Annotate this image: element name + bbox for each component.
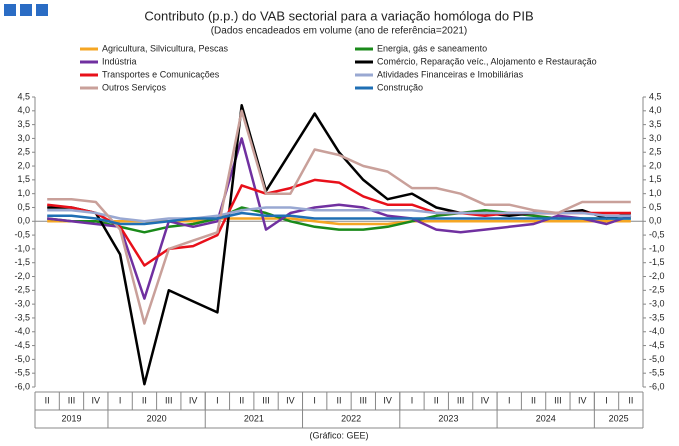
logo-square: [4, 4, 16, 16]
y2-tick-label: 4,5: [649, 91, 662, 101]
legend-label: Construção: [377, 82, 423, 92]
year-label: 2019: [61, 413, 81, 423]
y-tick-label: -1,0: [14, 243, 30, 253]
year-label: 2025: [609, 413, 629, 423]
x-tick-label: III: [68, 395, 76, 405]
y-tick-label: -5,0: [14, 354, 30, 364]
legend-label: Indústria: [102, 56, 137, 66]
y-tick-label: 2,0: [17, 160, 30, 170]
x-tick-label: I: [411, 395, 414, 405]
x-tick-label: I: [508, 395, 511, 405]
chart-title: Contributo (p.p.) do VAB sectorial para …: [144, 8, 533, 23]
y-tick-label: 1,0: [17, 188, 30, 198]
legend-label: Energia, gás e saneamento: [377, 43, 487, 53]
chart-subtitle: (Dados encadeados em volume (ano de refe…: [211, 26, 468, 37]
year-label: 2020: [147, 413, 167, 423]
x-tick-label: II: [45, 395, 50, 405]
legend-label: Outros Serviços: [102, 82, 167, 92]
y-tick-label: -2,5: [14, 285, 30, 295]
series-line: [47, 137, 632, 300]
y2-tick-label: -3,5: [649, 312, 665, 322]
x-tick-label: I: [119, 395, 122, 405]
x-tick-label: IV: [189, 395, 198, 405]
y2-tick-label: 3,0: [649, 133, 662, 143]
x-tick-label: II: [434, 395, 439, 405]
y-tick-label: 1,5: [17, 174, 30, 184]
x-tick-label: III: [262, 395, 270, 405]
y-tick-label: -1,5: [14, 257, 30, 267]
y2-tick-label: -2,0: [649, 271, 665, 281]
y-tick-label: 3,0: [17, 133, 30, 143]
x-tick-label: III: [554, 395, 562, 405]
y2-tick-label: -4,5: [649, 340, 665, 350]
series-line: [47, 104, 632, 386]
y-tick-label: -4,5: [14, 340, 30, 350]
y2-tick-label: 2,0: [649, 160, 662, 170]
y-tick-label: -0,5: [14, 229, 30, 239]
x-tick-label: II: [628, 395, 633, 405]
y2-tick-label: -6,0: [649, 381, 665, 391]
legend-label: Comércio, Reparação veíc., Alojamento e …: [377, 56, 597, 66]
year-label: 2024: [536, 413, 556, 423]
y2-tick-label: 4,0: [649, 105, 662, 115]
x-tick-label: III: [457, 395, 465, 405]
x-tick-label: IV: [383, 395, 392, 405]
x-tick-label: III: [165, 395, 173, 405]
x-tick-label: IV: [481, 395, 490, 405]
series-line: [47, 206, 631, 223]
y-tick-label: 4,5: [17, 91, 30, 101]
source: (Gráfico: GEE): [309, 430, 368, 440]
y2-tick-label: 2,5: [649, 147, 662, 157]
y-tick-label: 2,5: [17, 147, 30, 157]
y-tick-label: 4,0: [17, 105, 30, 115]
y2-tick-label: 3,5: [649, 119, 662, 129]
x-tick-label: IV: [286, 395, 295, 405]
y-tick-label: -3,0: [14, 299, 30, 309]
y2-tick-label: -1,5: [649, 257, 665, 267]
x-tick-label: II: [142, 395, 147, 405]
series-line: [47, 178, 631, 267]
y2-tick-label: -3,0: [649, 299, 665, 309]
y-tick-label: -4,0: [14, 326, 30, 336]
y2-tick-label: -0,5: [649, 229, 665, 239]
y2-tick-label: -1,0: [649, 243, 665, 253]
y2-tick-label: -4,0: [649, 326, 665, 336]
series-line: [47, 109, 631, 325]
x-tick-label: I: [313, 395, 316, 405]
series-line: [47, 211, 631, 226]
y-tick-label: -2,0: [14, 271, 30, 281]
x-tick-label: II: [239, 395, 244, 405]
y2-tick-label: -2,5: [649, 285, 665, 295]
logo-square: [20, 4, 32, 16]
y-tick-label: 0,0: [17, 216, 30, 226]
series-line: [47, 206, 631, 234]
x-tick-label: I: [605, 395, 608, 405]
x-tick-label: IV: [578, 395, 587, 405]
legend-label: Agricultura, Silvicultura, Pescas: [102, 43, 229, 53]
x-tick-label: II: [531, 395, 536, 405]
y-tick-label: 3,5: [17, 119, 30, 129]
y2-tick-label: 1,0: [649, 188, 662, 198]
logo-square: [36, 4, 48, 16]
y-tick-label: -6,0: [14, 381, 30, 391]
x-tick-label: II: [336, 395, 341, 405]
y-tick-label: -3,5: [14, 312, 30, 322]
y2-tick-label: 0,5: [649, 202, 662, 212]
y2-tick-label: 1,5: [649, 174, 662, 184]
y-tick-label: 0,5: [17, 202, 30, 212]
y-tick-label: -5,5: [14, 368, 30, 378]
legend-label: Atividades Financeiras e Imobiliárias: [377, 69, 524, 79]
year-label: 2022: [341, 413, 361, 423]
x-tick-label: III: [360, 395, 368, 405]
y2-tick-label: -5,0: [649, 354, 665, 364]
y2-tick-label: -5,5: [649, 368, 665, 378]
year-label: 2021: [244, 413, 264, 423]
x-tick-label: IV: [92, 395, 101, 405]
year-label: 2023: [438, 413, 458, 423]
y2-tick-label: 0,0: [649, 216, 662, 226]
x-tick-label: I: [216, 395, 219, 405]
legend-label: Transportes e Comunicações: [102, 69, 220, 79]
